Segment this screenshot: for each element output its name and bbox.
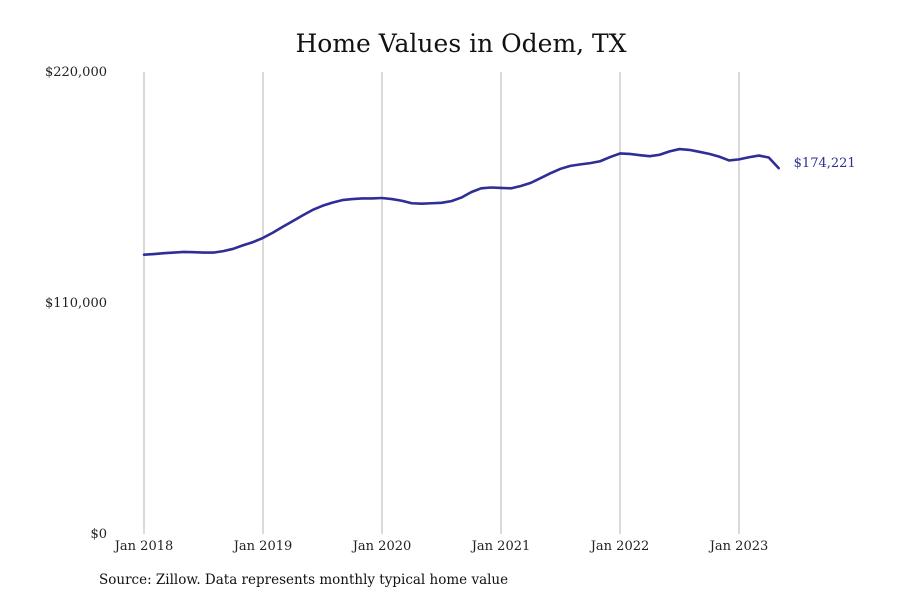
x-tick-label: Jan 2023 (708, 539, 769, 554)
x-tick-label: Jan 2019 (232, 539, 293, 554)
source-note: Source: Zillow. Data represents monthly … (99, 572, 509, 588)
grid-lines (143, 72, 740, 534)
x-tick-label: Jan 2022 (589, 539, 650, 554)
y-tick-label: $110,000 (45, 296, 107, 311)
series-line-0 (142, 147, 780, 256)
y-tick-label: $220,000 (45, 65, 107, 80)
x-tick-label: Jan 2021 (470, 539, 531, 554)
y-axis: $0 $110,000 $220,000 (45, 65, 107, 542)
x-tick-label: Jan 2018 (113, 539, 174, 554)
x-tick-label: Jan 2020 (351, 539, 412, 554)
x-axis: Jan 2018 Jan 2019 Jan 2020 Jan 2021 Jan 2022… (113, 539, 769, 554)
chart-title: Home Values in Odem, TX (295, 29, 626, 58)
y-tick-label: $0 (90, 527, 107, 542)
end-value-label: $174,221 (794, 156, 856, 171)
series-group (142, 147, 780, 256)
